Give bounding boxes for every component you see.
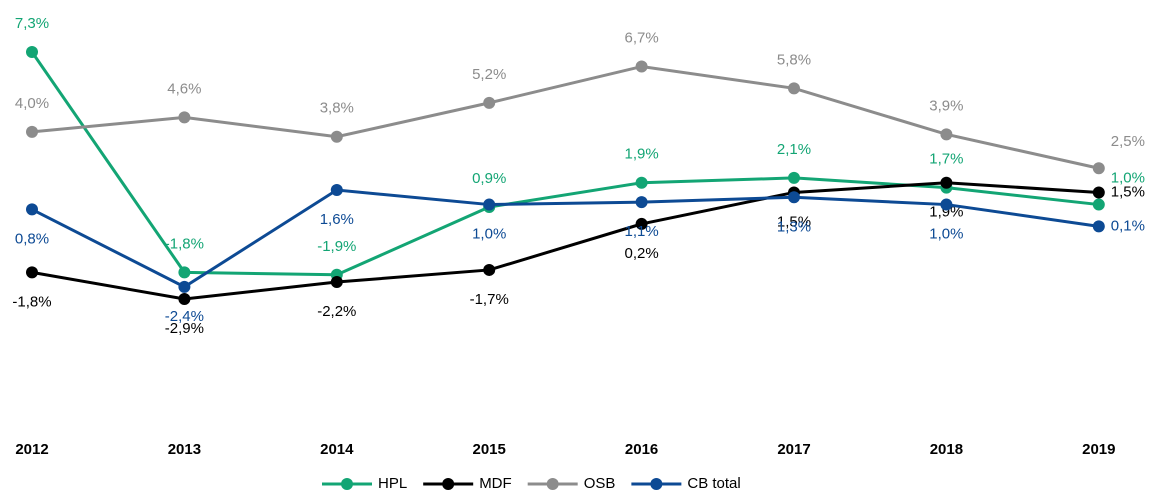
legend-label: MDF [479,475,512,492]
point [940,198,953,211]
x-tick-label: 2017 [777,441,810,458]
point [330,130,343,143]
data-label: 7,3% [15,15,49,32]
data-label: 1,9% [929,204,963,221]
data-label: 1,5% [777,213,811,230]
data-label: 5,8% [777,51,811,68]
data-label: 0,1% [1111,217,1145,234]
data-label: -2,9% [165,320,204,337]
legend-label: OSB [584,475,616,492]
data-label: 5,2% [472,66,506,83]
legend-item: MDF [423,475,512,492]
x-tick-label: 2019 [1082,441,1115,458]
point [635,60,648,73]
legend-item: HPL [322,475,407,492]
point [635,196,648,209]
x-tick-label: 2014 [320,441,354,458]
data-label: 1,9% [624,146,658,163]
data-label: 0,8% [15,230,49,247]
legend-item: OSB [527,475,616,492]
series-line [31,65,1100,170]
data-label: 1,1% [624,223,658,240]
point [483,263,496,276]
data-label: -2,2% [317,303,356,320]
data-label: 0,9% [472,170,506,187]
point [788,82,800,95]
data-label: -1,8% [165,235,204,252]
point [178,280,191,293]
point [940,128,953,141]
point [1092,162,1105,175]
point [940,176,953,189]
legend-marker [341,478,353,490]
point [1092,220,1105,233]
point [178,266,191,279]
x-tick-label: 2016 [625,441,658,458]
data-label: -1,7% [470,291,509,308]
point [483,96,496,109]
data-label: 2,1% [777,141,811,158]
x-tick-label: 2018 [930,441,963,458]
point [635,217,648,230]
x-tick-label: 2013 [168,441,201,458]
data-label: 4,6% [167,80,201,97]
data-label: 0,2% [624,245,658,262]
data-label: 1,7% [929,151,963,168]
point [788,171,800,184]
point [635,176,648,189]
data-label: -1,8% [12,293,51,310]
data-label: 2,5% [1111,133,1145,150]
data-label: 1,0% [1111,170,1145,187]
x-tick-label: 2012 [15,441,48,458]
point [178,293,191,305]
series-line [31,188,1100,289]
legend-label: CB total [687,475,740,492]
data-label: 1,0% [929,226,963,243]
data-label: 3,9% [929,97,963,114]
data-label: 3,8% [320,100,354,117]
point [26,266,38,279]
data-label: 1,0% [472,226,506,243]
data-label: -2,4% [165,308,204,325]
data-label: 6,7% [624,29,658,46]
data-label: 4,0% [15,95,49,112]
data-label: -1,9% [317,238,356,255]
data-label: 1,6% [320,211,354,228]
point [26,125,38,138]
point [483,198,496,211]
point [26,203,38,216]
x-tick-label: 2015 [473,441,506,458]
point [330,276,343,289]
legend-marker [442,478,455,490]
series-line [31,181,1099,301]
point [178,111,191,124]
legend-marker [650,478,663,490]
point [26,46,38,58]
point [1092,198,1105,211]
legend-marker [546,478,559,490]
series-line [30,51,1099,277]
data-label: 1,5% [1111,183,1145,200]
legend-item: CB total [631,475,741,492]
point [788,191,800,204]
data-label: 1,3% [777,218,811,235]
legend-label: HPL [378,475,407,492]
point [330,184,343,197]
point [1092,186,1105,199]
